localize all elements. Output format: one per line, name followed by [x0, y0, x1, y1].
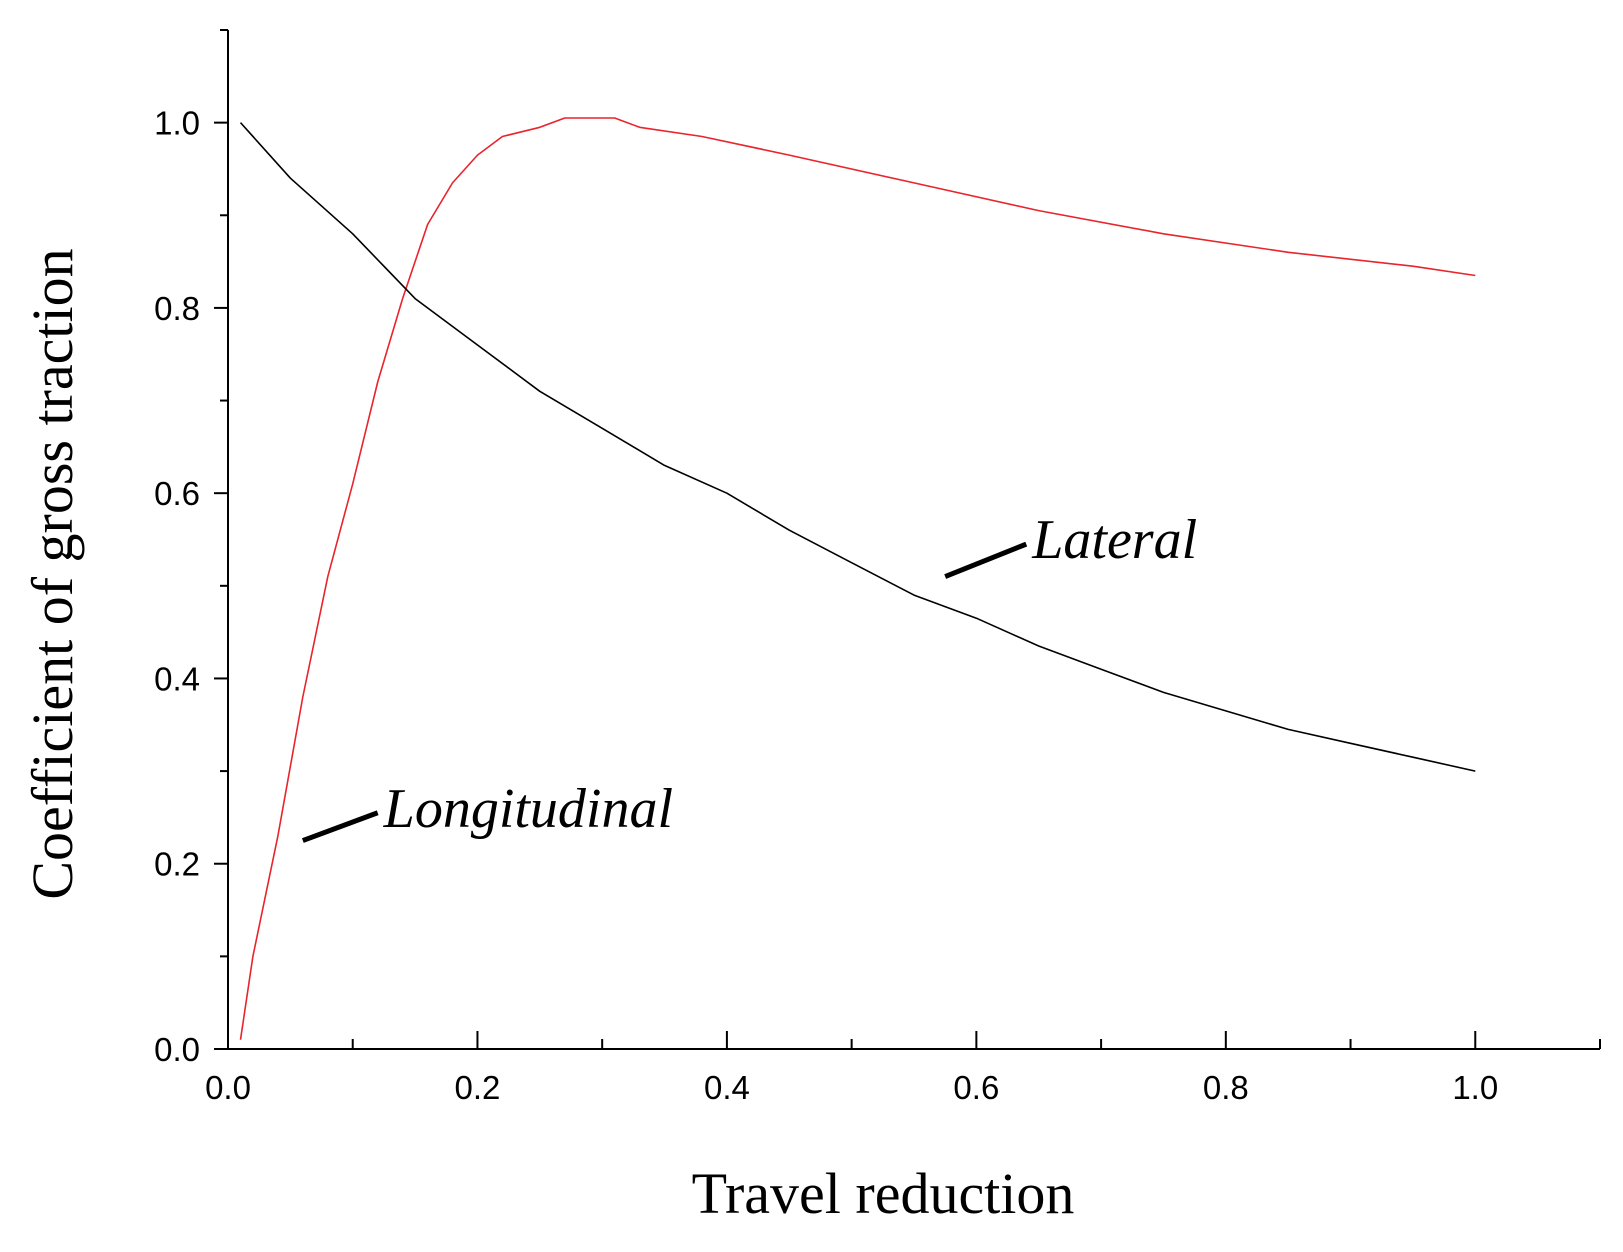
- y-tick-label: 0.4: [154, 660, 200, 697]
- annotation-label-lateral: Lateral: [1031, 509, 1197, 571]
- y-tick-label: 0.0: [154, 1031, 200, 1068]
- y-tick-label: 0.6: [154, 475, 200, 512]
- x-tick-label: 0.0: [205, 1069, 251, 1106]
- x-tick-label: 0.4: [704, 1069, 750, 1106]
- x-tick-label: 0.8: [1203, 1069, 1249, 1106]
- series-group: [239, 117, 1476, 1040]
- annotations-group: Longitudinal Lateral: [301, 509, 1197, 843]
- y-tick-label: 0.8: [154, 290, 200, 327]
- series-line-longitudinal: [239, 117, 1476, 1040]
- x-tick-label: 0.2: [455, 1069, 501, 1106]
- x-tick-label: 0.6: [953, 1069, 999, 1106]
- annotation-label-longitudinal: Longitudinal: [383, 778, 673, 840]
- annotation-pointer-lateral: [944, 541, 1028, 579]
- y-tick-label: 1.0: [154, 105, 200, 142]
- axes: 0.0 0.2 0.4 0.6 0.8 1.0 0.0 0.2 0.4 0.6 0.8 1.0: [154, 29, 1601, 1106]
- annotation-pointer-longitudinal: [301, 810, 379, 843]
- series-line-lateral: [239, 122, 1476, 772]
- y-tick-label: 0.2: [154, 846, 200, 883]
- x-axis-title: Travel reduction: [692, 1161, 1075, 1226]
- y-axis-title: Coefficient of gross traction: [20, 248, 85, 899]
- x-tick-label: 1.0: [1452, 1069, 1498, 1106]
